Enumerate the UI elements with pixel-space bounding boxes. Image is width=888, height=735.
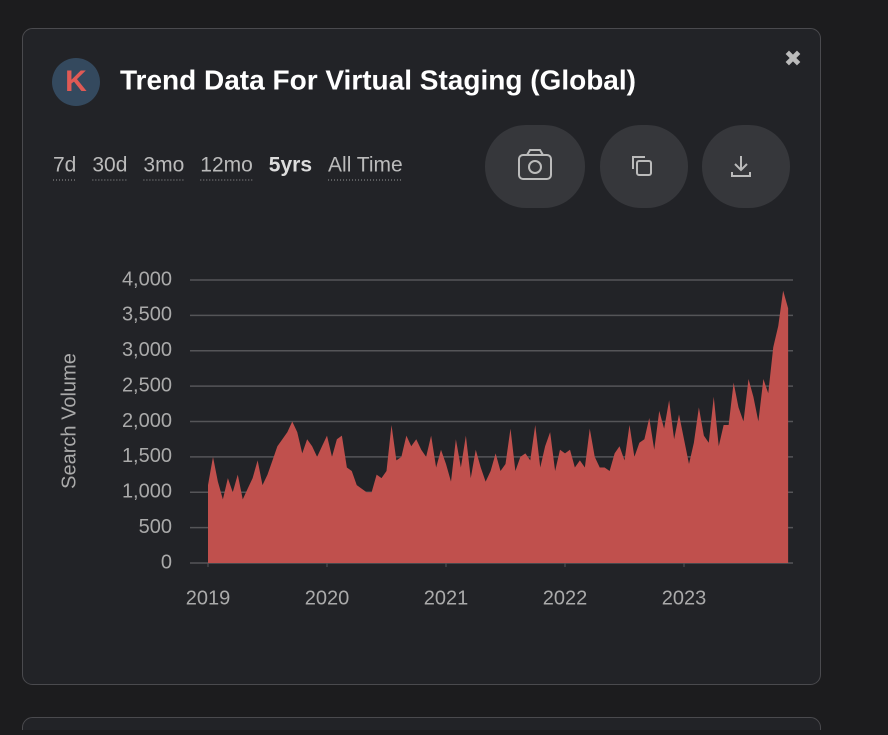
x-tick-label: 2023 [662,587,707,609]
range-selector: 7d 30d 3mo 12mo 5yrs All Time [53,154,403,181]
x-tick-label: 2020 [305,587,350,609]
download-icon [731,156,751,177]
screenshot-button[interactable] [485,125,585,208]
logo-letter: K [65,65,87,98]
range-option[interactable]: 30d [92,154,127,177]
area [208,290,789,563]
y-tick-label: 3,000 [122,339,172,361]
copy-icon [632,156,652,176]
y-tick-label: 0 [161,551,172,573]
range-option[interactable]: All Time [328,154,403,177]
copy-button[interactable] [600,125,688,208]
range-option[interactable]: 3mo [143,154,184,177]
camera-icon [518,149,552,180]
x-tick-label: 2021 [424,587,469,609]
x-tick-label: 2019 [186,587,231,609]
title: Trend Data For Virtual Staging (Global) [120,64,636,95]
range-option[interactable]: 7d [53,154,76,177]
y-tick-label: 1,500 [122,445,172,467]
range-option[interactable]: 5yrs [269,154,312,177]
range-option[interactable]: 12mo [200,154,253,177]
y-tick-label: 500 [139,516,172,538]
y-tick-label: 4,000 [122,268,172,290]
y-tick-label: 2,000 [122,410,172,432]
y-tick-label: 3,500 [122,304,172,326]
y-tick-label: 2,500 [122,374,172,396]
y-axis-label: Search Volume [58,353,80,489]
next-card [22,717,821,735]
close-button[interactable]: ✖ [784,46,802,71]
download-button[interactable] [702,125,790,208]
plot: 0 500 1,000 1,500 2,000 2,500 3,000 3,500 4,000 2… [122,268,793,609]
y-tick-label: 1,000 [122,481,172,503]
x-tick-label: 2022 [543,587,588,609]
logo [52,58,100,106]
